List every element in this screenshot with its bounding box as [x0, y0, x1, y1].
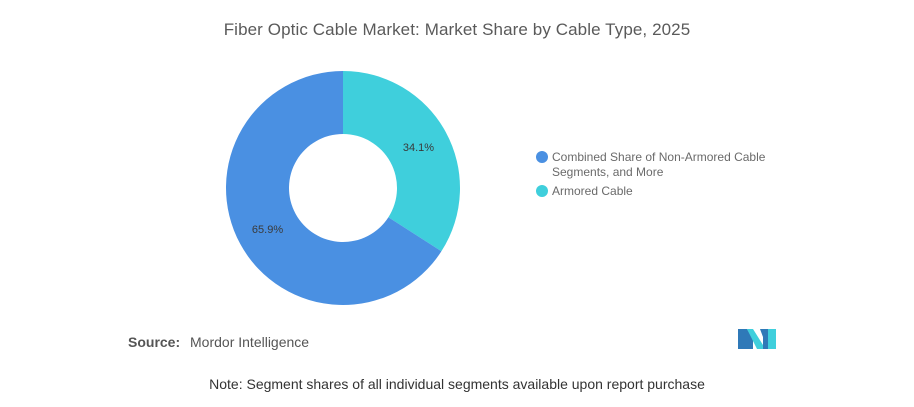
donut-slice-0	[226, 71, 442, 305]
donut-slice-1	[343, 71, 461, 252]
mordor-intelligence-logo-icon	[738, 327, 776, 354]
chart-title: Fiber Optic Cable Market: Market Share b…	[223, 20, 691, 39]
donut-data-labels: 34.1% 65.9%	[252, 142, 434, 236]
legend-item-armored: Armored Cable	[536, 184, 796, 199]
legend-swatch-armored	[536, 185, 548, 197]
source-value: Mordor Intelligence	[190, 334, 310, 350]
legend-label-armored: Armored Cable	[552, 184, 633, 198]
legend-swatch-non-armored	[536, 151, 548, 163]
source-label: Source:	[128, 334, 181, 350]
chart-legend: Combined Share of Non-Armored Cable Segm…	[536, 150, 796, 203]
donut-slices	[226, 71, 461, 305]
donut-data-label-1: 34.1%	[403, 142, 434, 154]
legend-item-non-armored: Combined Share of Non-Armored Cable Segm…	[536, 150, 796, 180]
source-line: Source: Mordor Intelligence	[128, 334, 309, 350]
legend-label-non-armored: Combined Share of Non-Armored Cable Segm…	[552, 150, 766, 179]
donut-data-label-0: 65.9%	[252, 224, 283, 236]
footnote: Note: Segment shares of all individual s…	[209, 376, 705, 392]
